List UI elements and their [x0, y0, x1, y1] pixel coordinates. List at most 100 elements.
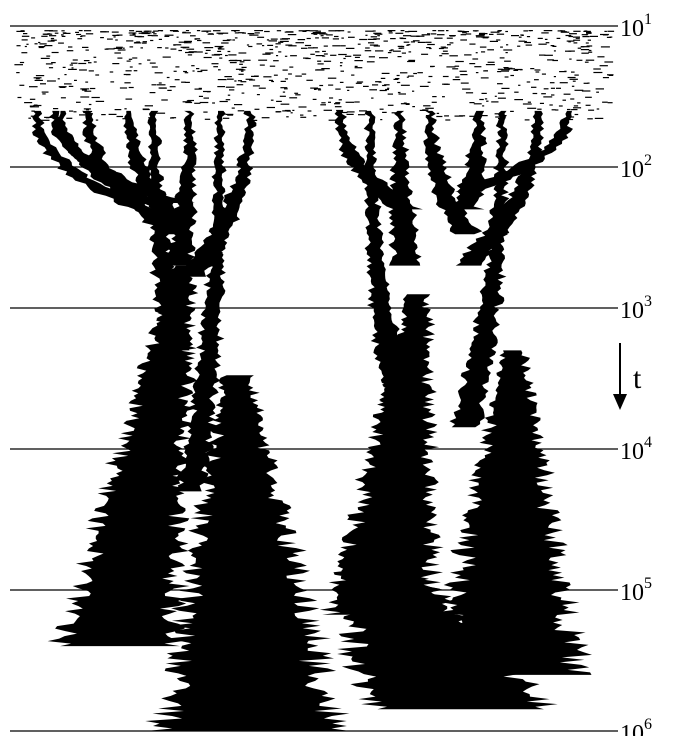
time-arrow-label: t — [633, 362, 642, 395]
domain-fragment — [365, 30, 374, 32]
domain-fragment — [323, 53, 328, 55]
domain-fragment — [266, 106, 275, 109]
domain-fragment — [511, 35, 519, 37]
domain-fragment — [574, 89, 584, 91]
domain-fragment — [518, 36, 522, 38]
domain-fragment — [372, 84, 379, 86]
domain-fragment — [83, 60, 90, 62]
domain-fragment — [353, 54, 362, 56]
domain-fragment — [158, 38, 162, 40]
domain-fragment — [480, 77, 489, 79]
domain-fragment — [88, 70, 94, 72]
domain-fragment — [231, 30, 240, 32]
domain-fragment — [544, 54, 553, 56]
domain-fragment — [553, 50, 556, 52]
domain-fragment — [290, 55, 297, 57]
domain-fragment — [88, 110, 93, 113]
domain-fragment — [114, 52, 121, 54]
domain-fragment — [126, 40, 134, 42]
domain-fragment — [174, 79, 180, 81]
domain-fragment — [31, 106, 39, 108]
domain-fragment — [588, 51, 593, 53]
domain-fragment — [80, 96, 90, 98]
domain-fragment — [276, 55, 279, 57]
domain-fragment — [372, 30, 376, 32]
domain-fragment — [108, 113, 117, 115]
domain-fragment — [553, 76, 556, 78]
domain-fragment — [239, 69, 246, 71]
domain-fragment — [465, 92, 474, 94]
domain-fragment — [219, 100, 228, 103]
domain-fragment — [462, 32, 467, 34]
tick-exponent: 2 — [644, 152, 652, 169]
domain-fragment — [339, 65, 343, 67]
domain-fragment — [61, 34, 64, 36]
domain-fragment — [276, 100, 282, 102]
domain-fragment — [571, 85, 575, 87]
domain-fragment — [116, 115, 123, 118]
domain-fragment — [288, 73, 292, 75]
domain-fragment — [452, 79, 461, 81]
domain-fragment — [24, 45, 27, 48]
domain-fragment — [41, 35, 48, 37]
domain-fragment — [442, 47, 448, 49]
domain-fragment — [88, 103, 92, 106]
domain-fragment — [286, 116, 289, 118]
domain-fragment — [526, 36, 531, 38]
domain-fragment — [436, 34, 445, 36]
domain-fragment — [238, 32, 245, 34]
domain-fragment — [204, 47, 214, 49]
domain-fragment — [153, 30, 159, 32]
domain-fragment — [387, 104, 394, 106]
domain-fragment — [186, 100, 191, 102]
domain-fragment — [100, 31, 109, 33]
domain-fragment — [410, 35, 420, 37]
domain-fragment — [315, 51, 320, 53]
domain-fragment — [382, 111, 387, 113]
domain-fragment — [489, 33, 494, 35]
domain-fragment — [585, 104, 591, 106]
domain-fragment — [390, 38, 396, 40]
domain-fragment — [258, 87, 266, 89]
domain-fragment — [475, 52, 478, 54]
domain-fragment — [504, 60, 511, 62]
domain-fragment — [572, 80, 576, 82]
domain-fragment — [41, 91, 49, 93]
domain-fragment — [596, 108, 600, 110]
domain-fragment — [535, 71, 540, 73]
domain-fragment — [422, 109, 429, 111]
domain-fragment — [157, 30, 163, 32]
domain-fragment — [323, 60, 332, 62]
domain-fragment — [390, 49, 394, 51]
domain-fragment — [82, 46, 89, 48]
domain-fragment — [534, 79, 539, 81]
domain-fragment — [338, 53, 347, 56]
domain-fragment — [21, 35, 30, 37]
domain-fragment — [377, 35, 380, 37]
domain-fragment — [330, 54, 337, 56]
domain-fragment — [128, 32, 137, 34]
domain-fragment — [198, 87, 202, 89]
domain-fragment — [93, 56, 97, 58]
domain-fragment — [254, 32, 260, 34]
domain-fragment — [235, 59, 242, 62]
domain-fragment — [85, 81, 89, 83]
domain-fragment — [322, 55, 326, 57]
domain-fragment — [387, 87, 390, 89]
time-tick-label: 103 — [620, 293, 652, 324]
domain-fragment — [346, 111, 355, 113]
domain-fragment — [503, 49, 513, 51]
domain-fragment — [227, 50, 231, 53]
domain-fragment — [203, 30, 212, 32]
domain-fragment — [275, 46, 278, 48]
domain-fragment — [336, 109, 344, 112]
tick-exponent: 4 — [644, 434, 652, 451]
domain-fragment — [249, 79, 256, 81]
domain-fragment — [66, 50, 74, 52]
domain-fragment — [95, 100, 105, 102]
domain-fragment — [328, 119, 337, 121]
domain-fragment — [203, 111, 208, 113]
domain-fragment — [240, 81, 247, 83]
domain-fragment — [407, 44, 411, 46]
domain-fragment — [31, 37, 36, 39]
